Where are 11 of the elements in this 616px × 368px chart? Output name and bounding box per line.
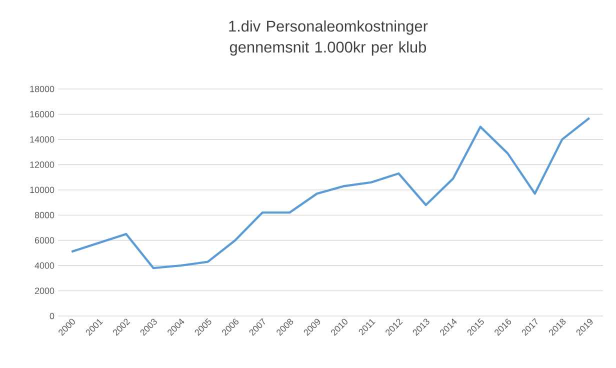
y-tick-label: 18000 <box>30 86 54 92</box>
y-tick-label: 8000 <box>34 212 54 218</box>
y-tick-label: 14000 <box>30 136 54 143</box>
y-tick-label: 6000 <box>34 237 54 244</box>
y-tick-label: 0 <box>50 312 54 320</box>
y-tick-label: 10000 <box>30 186 54 194</box>
y-tick-label: 16000 <box>30 111 54 118</box>
y-tick-label: 4000 <box>34 262 54 269</box>
y-tick-label: 12000 <box>30 161 54 168</box>
chart-title: 1.div Personaleomkostninger gennemsnit 1.000kr per klub <box>229 20 428 56</box>
y-tick-label: 2000 <box>34 288 54 294</box>
